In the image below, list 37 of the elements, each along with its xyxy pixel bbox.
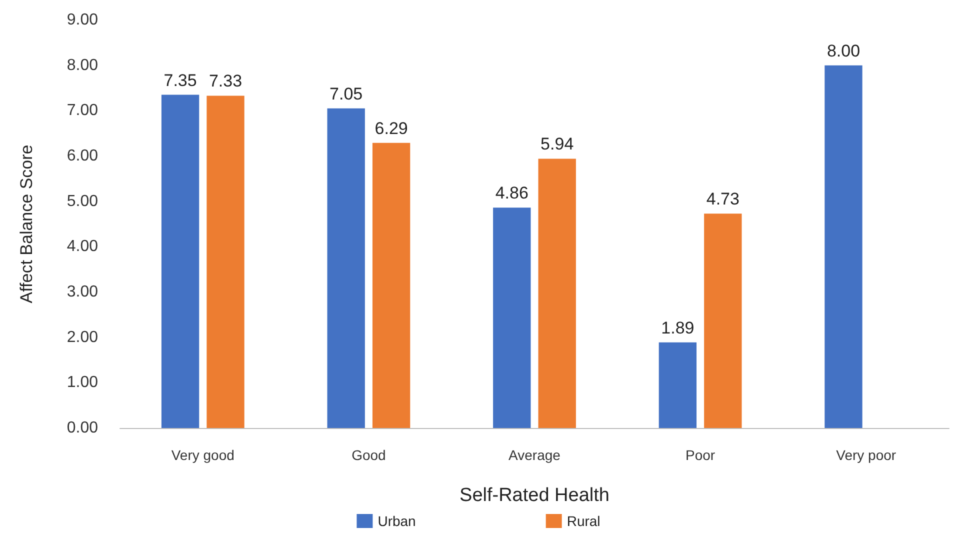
legend-label: Rural (566, 513, 600, 529)
data-label: 1.89 (661, 318, 694, 338)
y-tick-label: 6.00 (66, 148, 98, 164)
y-tick-label: 9.00 (66, 12, 98, 28)
data-label: 4.86 (495, 184, 528, 203)
bar (538, 158, 576, 428)
y-tick-label: 3.00 (66, 284, 98, 300)
y-tick-label: 0.00 (66, 420, 98, 436)
y-tick-label: 2.00 (66, 328, 98, 346)
bar (161, 94, 200, 428)
bar (824, 65, 862, 428)
data-label: 7.33 (208, 72, 242, 91)
bar (206, 96, 244, 428)
data-label: 8.00 (826, 41, 860, 60)
bar (372, 142, 410, 428)
x-tick-label: Average (508, 447, 561, 463)
bar (327, 108, 365, 428)
y-axis-title: Affect Balance Score (17, 144, 36, 304)
x-tick-label: Poor (686, 447, 716, 463)
bar (493, 208, 531, 428)
y-tick-label: 5.00 (66, 192, 98, 210)
data-label: 5.94 (540, 134, 574, 154)
x-tick-label: Very good (171, 447, 234, 463)
legend-label: Urban (378, 513, 416, 529)
data-label: 7.35 (164, 70, 197, 90)
data-label: 7.05 (330, 84, 363, 104)
x-axis-title: Self-Rated Health (460, 485, 610, 506)
data-label: 4.73 (706, 190, 740, 209)
y-tick-label: 1.00 (66, 374, 98, 392)
x-tick-label: Good (352, 447, 386, 463)
x-tick-label: Very poor (836, 447, 896, 463)
y-tick-label: 4.00 (66, 238, 98, 256)
bar (658, 342, 697, 428)
data-label: 6.29 (374, 118, 408, 138)
y-tick-label: 7.00 (66, 102, 98, 120)
bar (704, 214, 742, 428)
y-tick-label: 8.00 (66, 56, 98, 74)
